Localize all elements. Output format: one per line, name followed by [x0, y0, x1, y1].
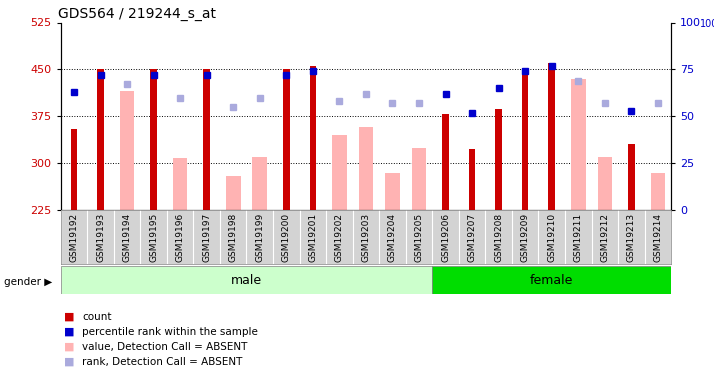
Text: count: count [82, 312, 111, 322]
Text: GSM19204: GSM19204 [388, 213, 397, 262]
Text: ■: ■ [64, 357, 75, 367]
Bar [442, 114, 449, 210]
Bar [548, 63, 555, 210]
Bar [385, 172, 400, 210]
Text: ■: ■ [64, 342, 75, 352]
Text: GSM19208: GSM19208 [494, 213, 503, 262]
Text: GSM19199: GSM19199 [256, 213, 264, 262]
Text: GSM19192: GSM19192 [69, 213, 79, 262]
Text: GSM19211: GSM19211 [574, 213, 583, 262]
Bar [571, 79, 585, 210]
Bar [650, 172, 665, 210]
Bar [310, 66, 316, 210]
Y-axis label: 100%: 100% [700, 19, 714, 29]
Text: GSM19207: GSM19207 [468, 213, 476, 262]
Text: rank, Detection Call = ABSENT: rank, Detection Call = ABSENT [82, 357, 243, 367]
Text: GSM19212: GSM19212 [600, 213, 609, 262]
Text: ■: ■ [64, 312, 75, 322]
Bar [283, 69, 290, 210]
Bar [412, 147, 426, 210]
Bar [469, 149, 476, 210]
Text: GSM19193: GSM19193 [96, 213, 105, 262]
Text: GSM19200: GSM19200 [282, 213, 291, 262]
Text: GSM19196: GSM19196 [176, 213, 185, 262]
Text: GSM19205: GSM19205 [415, 213, 423, 262]
Bar [71, 129, 77, 210]
Bar [358, 127, 373, 210]
Bar [628, 144, 635, 210]
Text: GSM19203: GSM19203 [361, 213, 371, 262]
Text: GSM19197: GSM19197 [202, 213, 211, 262]
Text: GSM19210: GSM19210 [547, 213, 556, 262]
Text: GSM19206: GSM19206 [441, 213, 450, 262]
Text: GSM19195: GSM19195 [149, 213, 158, 262]
Bar [226, 176, 241, 210]
Text: female: female [530, 274, 573, 287]
Bar [61, 266, 432, 294]
Bar [173, 158, 188, 210]
Bar [203, 69, 210, 210]
Bar [332, 135, 347, 210]
Text: GSM19202: GSM19202 [335, 213, 344, 262]
Text: GSM19214: GSM19214 [653, 213, 663, 262]
Text: GSM19209: GSM19209 [521, 213, 530, 262]
Text: GSM19213: GSM19213 [627, 213, 636, 262]
Text: male: male [231, 274, 262, 287]
Text: GSM19201: GSM19201 [308, 213, 317, 262]
Bar [432, 266, 671, 294]
Bar [522, 68, 528, 210]
Bar [496, 109, 502, 210]
Text: gender ▶: gender ▶ [4, 278, 52, 287]
Bar [253, 157, 267, 210]
Bar [120, 91, 134, 210]
Text: GSM19198: GSM19198 [228, 213, 238, 262]
Bar [598, 157, 612, 210]
Text: value, Detection Call = ABSENT: value, Detection Call = ABSENT [82, 342, 248, 352]
Text: percentile rank within the sample: percentile rank within the sample [82, 327, 258, 337]
Bar [150, 69, 157, 210]
Text: GDS564 / 219244_s_at: GDS564 / 219244_s_at [58, 8, 216, 21]
Text: GSM19194: GSM19194 [123, 213, 131, 262]
Text: ■: ■ [64, 327, 75, 337]
Bar [97, 69, 104, 210]
